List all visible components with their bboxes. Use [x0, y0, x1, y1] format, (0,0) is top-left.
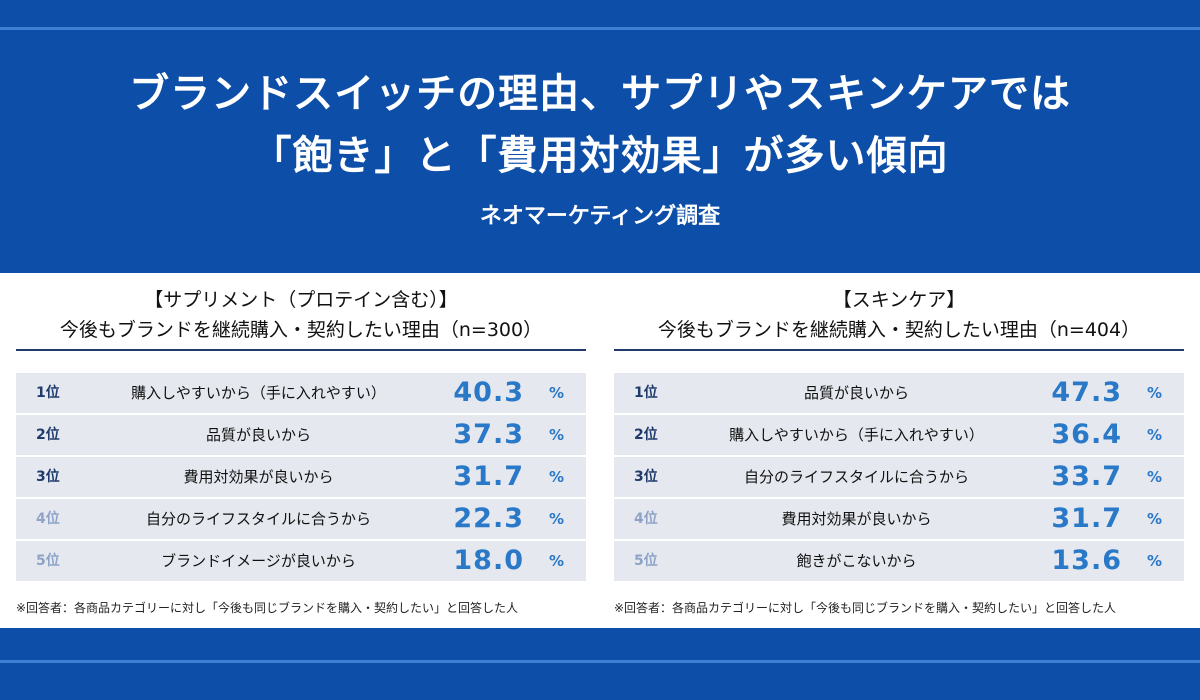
ranking-row: 2位 購入しやすいから（手に入れやすい） 36.4 % — [614, 415, 1184, 455]
respondent-note: ※回答者：各商品カテゴリーに対し「今後も同じブランドを購入・契約したい」と回答し… — [614, 601, 1117, 615]
footer-rule — [0, 660, 1200, 663]
page-subtitle: ネオマーケティング調査 — [479, 204, 721, 229]
panel-category: 【サプリメント（プロテイン含む）】 — [144, 289, 458, 311]
ranking-table: 1位 購入しやすいから（手に入れやすい） 40.3 % 2位 品質が良いから 3… — [16, 373, 586, 583]
header-banner: ブランドスイッチの理由、サプリやスキンケアでは 「飽き」と「費用対効果」が多い傾… — [0, 0, 1200, 273]
reason-label: 購入しやすいから（手に入れやすい） — [729, 426, 984, 444]
rank-label: 3位 — [634, 469, 658, 485]
ranking-row: 3位 費用対効果が良いから 31.7 % — [16, 457, 586, 497]
percent-sign: % — [1146, 468, 1162, 486]
ranking-row: 1位 品質が良いから 47.3 % — [614, 373, 1184, 413]
reason-label: 品質が良いから — [205, 426, 311, 444]
rank-label: 1位 — [634, 385, 658, 401]
reason-label: 品質が良いから — [803, 384, 909, 402]
panel-heading: 【スキンケア】 今後もブランドを継続購入・契約したい理由（n=404） — [614, 285, 1184, 345]
rank-label: 3位 — [36, 469, 60, 485]
page-title-line-2: 「飽き」と「費用対効果」が多い傾向 — [251, 133, 949, 179]
rank-label: 4位 — [36, 511, 60, 527]
percent-sign: % — [548, 384, 564, 402]
reason-label: 購入しやすいから（手に入れやすい） — [131, 384, 386, 402]
percentage-value: 18.0 — [453, 545, 524, 576]
reason-label: 費用対効果が良いから — [781, 510, 932, 528]
percent-sign: % — [1146, 510, 1162, 528]
ranking-row: 2位 品質が良いから 37.3 % — [16, 415, 586, 455]
percentage-value: 13.6 — [1051, 545, 1122, 576]
reason-label: 費用対効果が良いから — [183, 468, 334, 486]
panel-divider — [614, 349, 1184, 351]
percentage-value: 31.7 — [1051, 503, 1122, 534]
ranking-row: 5位 飽きがこないから 13.6 % — [614, 541, 1184, 581]
percentage-value: 33.7 — [1051, 461, 1122, 492]
reason-label: 自分のライフスタイルに合うから — [743, 468, 969, 486]
percent-sign: % — [548, 468, 564, 486]
footer-band — [0, 628, 1200, 700]
panel-divider — [16, 349, 586, 351]
percent-sign: % — [548, 510, 564, 528]
ranking-row: 4位 費用対効果が良いから 31.7 % — [614, 499, 1184, 539]
percent-sign: % — [1146, 426, 1162, 444]
ranking-row: 5位 ブランドイメージが良いから 18.0 % — [16, 541, 586, 581]
percentage-value: 31.7 — [453, 461, 524, 492]
page-title-line-1: ブランドスイッチの理由、サプリやスキンケアでは — [129, 71, 1071, 117]
rank-label: 2位 — [36, 427, 60, 443]
rank-label: 4位 — [634, 511, 658, 527]
ranking-table: 1位 品質が良いから 47.3 % 2位 購入しやすいから（手に入れやすい） 3… — [614, 373, 1184, 583]
ranking-row: 1位 購入しやすいから（手に入れやすい） 40.3 % — [16, 373, 586, 413]
panel-question: 今後もブランドを継続購入・契約したい理由（n=404） — [657, 319, 1141, 341]
percent-sign: % — [1146, 552, 1162, 570]
header-top-rule — [0, 27, 1200, 30]
percentage-value: 36.4 — [1051, 419, 1122, 450]
panel-heading: 【サプリメント（プロテイン含む）】 今後もブランドを継続購入・契約したい理由（n… — [16, 285, 586, 345]
ranking-row: 3位 自分のライフスタイルに合うから 33.7 % — [614, 457, 1184, 497]
ranking-row: 4位 自分のライフスタイルに合うから 22.3 % — [16, 499, 586, 539]
panel-category: 【スキンケア】 — [832, 289, 966, 311]
reason-label: ブランドイメージが良いから — [161, 552, 356, 570]
rank-label: 1位 — [36, 385, 60, 401]
panel-question: 今後もブランドを継続購入・契約したい理由（n=300） — [59, 319, 543, 341]
respondent-note: ※回答者：各商品カテゴリーに対し「今後も同じブランドを購入・契約したい」と回答し… — [16, 601, 519, 615]
percent-sign: % — [1146, 384, 1162, 402]
percent-sign: % — [548, 552, 564, 570]
percent-sign: % — [548, 426, 564, 444]
reason-label: 自分のライフスタイルに合うから — [145, 510, 371, 528]
rank-label: 5位 — [634, 553, 658, 569]
percentage-value: 22.3 — [453, 503, 524, 534]
rank-label: 2位 — [634, 427, 658, 443]
percentage-value: 40.3 — [453, 377, 524, 408]
skincare-panel: 【スキンケア】 今後もブランドを継続購入・契約したい理由（n=404） 1位 品… — [614, 273, 1184, 628]
supplement-panel: 【サプリメント（プロテイン含む）】 今後もブランドを継続購入・契約したい理由（n… — [16, 273, 586, 628]
rank-label: 5位 — [36, 553, 60, 569]
percentage-value: 47.3 — [1051, 377, 1122, 408]
reason-label: 飽きがこないから — [796, 552, 917, 570]
percentage-value: 37.3 — [453, 419, 524, 450]
